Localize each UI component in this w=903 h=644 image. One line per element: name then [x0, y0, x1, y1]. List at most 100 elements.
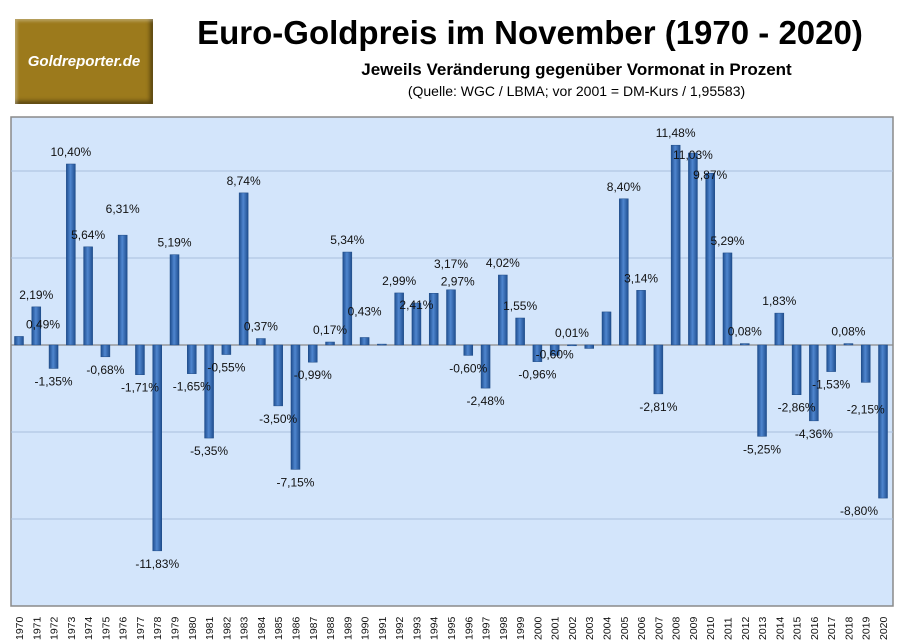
logo-text: Goldreporter.de [27, 53, 141, 70]
bar-1989 [342, 251, 353, 346]
x-tick-1988: 1988 [325, 616, 337, 640]
bar-2020 [878, 344, 888, 499]
data-label-2012: 0,08% [728, 325, 762, 339]
data-label-1992: 2,99% [382, 274, 416, 288]
data-label-1983: 8,74% [227, 174, 261, 188]
bar-2017 [826, 344, 836, 372]
data-label-1999: 1,55% [503, 299, 537, 313]
bar-1996 [463, 344, 474, 356]
x-tick-1982: 1982 [221, 616, 233, 640]
bar-1995 [446, 289, 456, 346]
x-tick-1970: 1970 [14, 616, 26, 640]
bar-1990 [359, 337, 370, 346]
x-tick-1990: 1990 [360, 616, 372, 640]
data-label-1987: -0,99% [294, 368, 332, 382]
x-tick-1992: 1992 [394, 616, 406, 640]
bar-2004 [601, 311, 612, 346]
bar-2018 [843, 343, 854, 346]
x-tick-1984: 1984 [256, 616, 268, 640]
bar-1976 [117, 234, 128, 346]
data-label-1980: -1,65% [173, 380, 211, 394]
data-label-1976: 6,31% [106, 202, 140, 216]
bar-2013 [757, 344, 767, 437]
data-label-1995: 3,17% [434, 257, 468, 271]
x-tick-2004: 2004 [602, 616, 614, 640]
x-tick-1997: 1997 [481, 616, 493, 640]
x-tick-2012: 2012 [740, 616, 752, 640]
data-label-2002: 0,01% [555, 326, 589, 340]
data-label-2019: -2,15% [847, 402, 885, 416]
bar-1980 [187, 344, 197, 374]
bar-1978 [152, 344, 162, 552]
data-label-2015: -2,86% [778, 401, 816, 415]
data-label-2006: 3,14% [624, 271, 658, 285]
x-tick-1971: 1971 [31, 616, 43, 640]
x-tick-1987: 1987 [308, 616, 320, 640]
bar-1985 [273, 344, 283, 407]
data-label-1988: 0,17% [313, 323, 347, 337]
data-label-2018: 0,08% [831, 325, 865, 339]
data-label-1994: 2,97% [441, 274, 475, 288]
data-label-2016: -4,36% [795, 427, 833, 441]
x-tick-1983: 1983 [239, 616, 251, 640]
data-label-1996: -0,60% [449, 361, 487, 375]
data-label-1985: -3,50% [259, 412, 297, 426]
x-tick-2007: 2007 [653, 616, 665, 640]
bar-1970 [14, 336, 24, 346]
x-tick-2008: 2008 [671, 616, 683, 640]
x-tick-2000: 2000 [532, 616, 544, 640]
data-label-1971: 2,19% [19, 288, 53, 302]
x-tick-1976: 1976 [118, 616, 130, 640]
data-label-1998: 4,02% [486, 256, 520, 270]
bar-1979 [169, 254, 180, 346]
x-tick-2018: 2018 [843, 616, 855, 640]
x-tick-2011: 2011 [722, 617, 734, 640]
bar-1975 [100, 344, 111, 358]
data-label-1981: -5,35% [190, 444, 228, 458]
data-label-2010: 9,87% [693, 168, 727, 182]
bar-2010 [705, 172, 715, 346]
x-tick-1985: 1985 [273, 616, 285, 640]
bar-1973 [66, 163, 76, 346]
data-label-1973: 10,40% [50, 145, 91, 159]
data-label-2013: -5,25% [743, 442, 781, 456]
data-label-2008: 11,48% [656, 126, 696, 140]
bar-2001 [549, 344, 560, 356]
data-label-2000: -0,96% [518, 368, 556, 382]
data-label-1990: 0,43% [348, 304, 382, 318]
x-tick-1978: 1978 [152, 616, 164, 640]
bar-1998 [498, 274, 508, 346]
bar-2016 [809, 344, 819, 422]
data-label-1984: 0,37% [244, 320, 278, 334]
chart-subtitle: Jeweils Veränderung gegenüber Vormonat i… [361, 60, 792, 79]
bar-1977 [135, 344, 145, 375]
bar-1994 [428, 293, 439, 346]
bar-2003 [584, 344, 594, 349]
x-tick-2014: 2014 [774, 616, 786, 640]
bar-2005 [619, 198, 629, 346]
bar-2008 [670, 144, 681, 346]
bar-2000 [532, 344, 543, 362]
bar-2019 [860, 344, 871, 383]
x-tick-1989: 1989 [342, 616, 354, 640]
bar-1981 [204, 344, 214, 439]
bar-1982 [221, 344, 232, 355]
bar-1992 [394, 292, 404, 346]
chart-title: Euro-Goldpreis im November (1970 - 2020) [197, 14, 863, 51]
bar-1997 [480, 344, 491, 389]
bar-1991 [377, 343, 387, 346]
x-tick-1974: 1974 [83, 616, 95, 640]
data-label-1972: -1,35% [35, 374, 73, 388]
bar-2007 [653, 344, 664, 395]
x-tick-1994: 1994 [429, 616, 441, 640]
data-label-1975: -0,68% [86, 363, 124, 377]
x-tick-2005: 2005 [619, 616, 631, 640]
data-label-2009: 11,03% [673, 148, 713, 162]
x-tick-1991: 1991 [377, 616, 389, 640]
x-tick-1977: 1977 [135, 616, 147, 640]
data-label-1986: -7,15% [276, 475, 314, 489]
x-tick-2001: 2001 [550, 616, 562, 640]
x-tick-1998: 1998 [498, 616, 510, 640]
data-label-1982: -0,55% [207, 361, 245, 375]
x-tick-1993: 1993 [411, 616, 423, 640]
